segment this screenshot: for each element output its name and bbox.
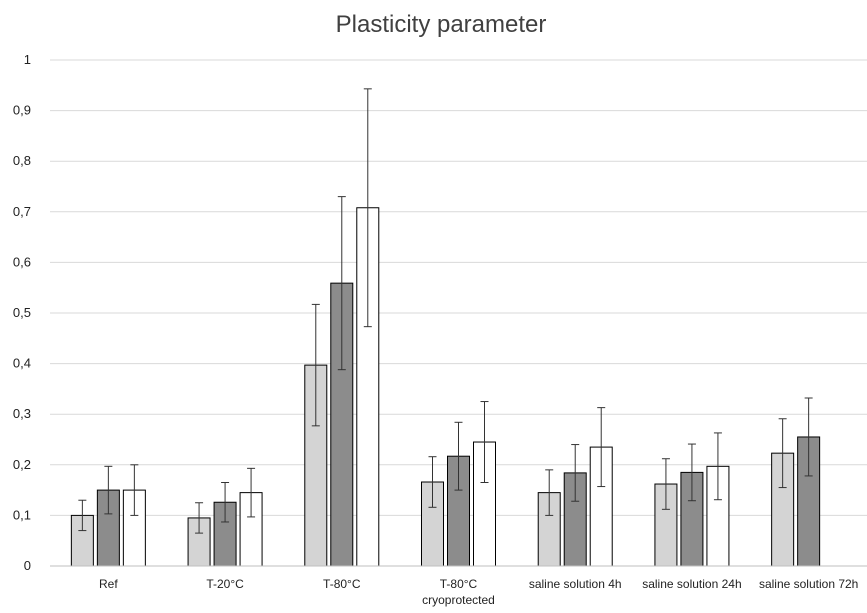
gridlines (50, 59, 867, 516)
x-tick-label: saline solution 4h (529, 577, 622, 591)
y-tick-label: 0,3 (13, 406, 31, 421)
x-tick-label: saline solution 24h (642, 577, 741, 591)
x-tick-label: cryoprotected (422, 593, 495, 607)
bars (70, 207, 821, 567)
y-tick-label: 0 (24, 558, 31, 573)
y-tick-label: 0,2 (13, 457, 31, 472)
x-tick-label: saline solution 72h (759, 577, 858, 591)
error-bars (78, 88, 813, 534)
y-tick-label: 0,7 (13, 204, 31, 219)
axes: 0 0,1 0,2 0,3 0,4 0,5 0,6 0,7 0,8 0,9 1 Ref T-20°C T-… (13, 52, 867, 607)
x-tick-label: T-80°C (323, 577, 361, 591)
y-tick-label: 0,1 (13, 507, 31, 522)
y-tick-label: 0,9 (13, 103, 31, 118)
chart-title: Plasticity parameter (336, 11, 547, 38)
y-tick-label: 0,5 (13, 305, 31, 320)
y-tick-label: 1 (24, 52, 31, 67)
x-tick-label: T-80°C (440, 577, 478, 591)
y-tick-label: 0,8 (13, 153, 31, 168)
x-tick-label: Ref (99, 577, 118, 591)
y-tick-label: 0,6 (13, 254, 31, 269)
y-tick-label: 0,4 (13, 356, 31, 371)
x-tick-label: T-20°C (206, 577, 244, 591)
